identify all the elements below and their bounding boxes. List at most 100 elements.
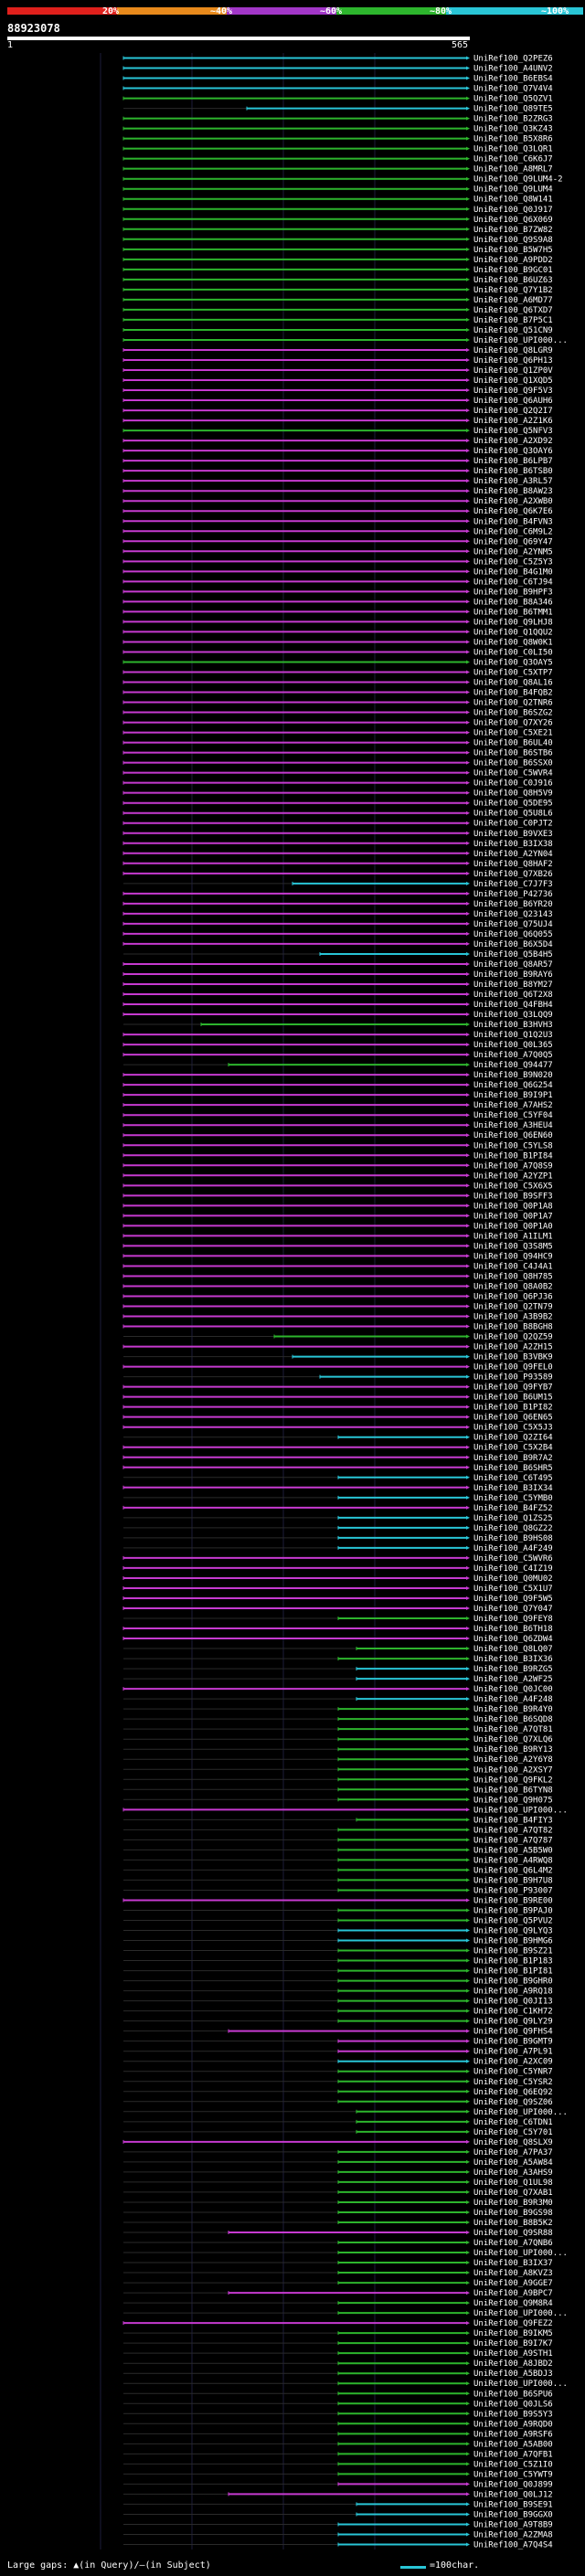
hit-label[interactable]: UniRef100_A3AHS9 [473, 2168, 553, 2178]
hit-label[interactable]: UniRef100_A7QNB6 [473, 2239, 553, 2248]
hit-label[interactable]: UniRef100_B4FQB2 [473, 689, 553, 698]
hit-label[interactable]: UniRef100_B5X8R6 [473, 135, 553, 144]
hit-label[interactable]: UniRef100_Q8W0K1 [473, 638, 553, 647]
hit-label[interactable]: UniRef100_B4FIY3 [473, 1816, 553, 1825]
hit-label[interactable]: UniRef100_Q94477 [473, 1061, 553, 1070]
hit-label[interactable]: UniRef100_P93007 [473, 1886, 553, 1895]
hit-label[interactable]: UniRef100_Q8GZ22 [473, 1524, 553, 1533]
hit-label[interactable]: UniRef100_B7ZW82 [473, 226, 553, 235]
hit-label[interactable]: UniRef100_A2XD92 [473, 437, 553, 446]
hit-label[interactable]: UniRef100_B6UZ63 [473, 276, 553, 285]
hit-label[interactable]: UniRef100_C4J4A1 [473, 1262, 553, 1271]
hit-label[interactable]: UniRef100_Q1ZS25 [473, 1514, 553, 1523]
hit-label[interactable]: UniRef100_B1PI82 [473, 1404, 553, 1413]
hit-label[interactable]: UniRef100_C5YSR2 [473, 2078, 553, 2087]
hit-label[interactable]: UniRef100_C5Y701 [473, 2128, 553, 2137]
hit-label[interactable]: UniRef100_A5AB00 [473, 2440, 553, 2449]
hit-label[interactable]: UniRef100_C5WVR6 [473, 1554, 553, 1564]
hit-label[interactable]: UniRef100_Q8A0B2 [473, 1282, 553, 1291]
hit-label[interactable]: UniRef100_C5YF04 [473, 1111, 553, 1120]
hit-label[interactable]: UniRef100_Q7XAB1 [473, 2189, 553, 2198]
hit-label[interactable]: UniRef100_A7Q0Q5 [473, 1051, 553, 1060]
hit-label[interactable]: UniRef100_Q1XQD5 [473, 376, 553, 386]
hit-label[interactable]: UniRef100_C5XE21 [473, 729, 553, 738]
hit-label[interactable]: UniRef100_B9R7A2 [473, 1454, 553, 1463]
hit-label[interactable]: UniRef100_B6TSB0 [473, 467, 553, 476]
hit-label[interactable]: UniRef100_Q8LQ07 [473, 1645, 553, 1654]
hit-label[interactable]: UniRef100_B9HPF3 [473, 588, 553, 597]
hit-label[interactable]: UniRef100_A2YN04 [473, 850, 553, 859]
hit-label[interactable]: UniRef100_Q7XY26 [473, 719, 553, 728]
hit-label[interactable]: UniRef100_B6UL40 [473, 739, 553, 748]
hit-label[interactable]: UniRef100_B3IX37 [473, 2259, 553, 2268]
hit-label[interactable]: UniRef100_A9RQ18 [473, 1988, 553, 1997]
hit-label[interactable]: UniRef100_A7Q787 [473, 1836, 553, 1845]
hit-label[interactable]: UniRef100_Q0JLS6 [473, 2400, 553, 2409]
hit-label[interactable]: UniRef100_B9I7K7 [473, 2339, 553, 2348]
hit-label[interactable]: UniRef100_C0LI50 [473, 648, 553, 657]
hit-label[interactable]: UniRef100_Q6TXD7 [473, 306, 553, 315]
hit-label[interactable]: UniRef100_Q5QZV1 [473, 95, 553, 104]
hit-label[interactable]: UniRef100_B8A346 [473, 598, 553, 607]
hit-label[interactable]: UniRef100_Q8SLX9 [473, 2138, 553, 2147]
hit-label[interactable]: UniRef100_B4FZ52 [473, 1504, 553, 1513]
hit-label[interactable]: UniRef100_A3RL57 [473, 477, 553, 486]
hit-label[interactable]: UniRef100_A2ZH15 [473, 1343, 553, 1352]
hit-label[interactable]: UniRef100_Q8W141 [473, 196, 553, 205]
hit-label[interactable]: UniRef100_A7QFB1 [473, 2450, 553, 2459]
hit-label[interactable]: UniRef100_Q9LHJ8 [473, 618, 553, 627]
hit-label[interactable]: UniRef100_B9RY13 [473, 1745, 553, 1754]
hit-label[interactable]: UniRef100_A2Y6Y8 [473, 1755, 553, 1765]
hit-label[interactable]: UniRef100_A7QT82 [473, 1826, 553, 1835]
hit-label[interactable]: UniRef100_A7QT81 [473, 1725, 553, 1734]
hit-label[interactable]: UniRef100_Q9FHS4 [473, 2028, 553, 2037]
hit-label[interactable]: UniRef100_Q0P1A8 [473, 1202, 553, 1211]
hit-label[interactable]: UniRef100_B3HVH3 [473, 1021, 553, 1030]
hit-label[interactable]: UniRef100_Q9H075 [473, 1796, 553, 1805]
hit-label[interactable]: UniRef100_B9R3M0 [473, 2199, 553, 2208]
hit-label[interactable]: UniRef100_P42736 [473, 890, 553, 899]
hit-label[interactable]: UniRef100_Q69Y47 [473, 537, 553, 546]
hit-label[interactable]: UniRef100_A9RQD0 [473, 2420, 553, 2429]
hit-label[interactable]: UniRef100_A2WF25 [473, 1675, 553, 1684]
hit-label[interactable]: UniRef100_C6T495 [473, 1474, 553, 1483]
hit-label[interactable]: UniRef100_Q1QQU2 [473, 628, 553, 637]
hit-label[interactable]: UniRef100_Q8LGR9 [473, 346, 553, 355]
hit-label[interactable]: UniRef100_B6STB6 [473, 749, 553, 758]
hit-label[interactable]: UniRef100_Q9S9A8 [473, 236, 553, 245]
hit-label[interactable]: UniRef100_Q8AR57 [473, 960, 553, 970]
hit-label[interactable]: UniRef100_A9STH1 [473, 2349, 553, 2359]
hit-label[interactable]: UniRef100_Q2PEZ6 [473, 55, 553, 64]
hit-label[interactable]: UniRef100_B6TH18 [473, 1625, 553, 1634]
hit-label[interactable]: UniRef100_A5AW84 [473, 2158, 553, 2168]
hit-label[interactable]: UniRef100_A6MD77 [473, 296, 553, 305]
hit-label[interactable]: UniRef100_Q0P1A0 [473, 1222, 553, 1231]
hit-label[interactable]: UniRef100_C5X5J3 [473, 1424, 553, 1433]
hit-label[interactable]: UniRef100_C0J916 [473, 779, 553, 789]
hit-label[interactable]: UniRef100_B6TYN8 [473, 1786, 553, 1795]
hit-label[interactable]: UniRef100_Q1UL98 [473, 2178, 553, 2188]
hit-label[interactable]: UniRef100_C5Z1I0 [473, 2460, 553, 2469]
hit-label[interactable]: UniRef100_Q9FKL2 [473, 1776, 553, 1785]
hit-label[interactable]: UniRef100_B6SPU6 [473, 2390, 553, 2399]
hit-label[interactable]: UniRef100_C7J7F3 [473, 880, 553, 889]
hit-label[interactable]: UniRef100_B6UM15 [473, 1394, 553, 1403]
hit-label[interactable]: UniRef100_B8BGH8 [473, 1323, 553, 1332]
hit-label[interactable]: UniRef100_Q23143 [473, 910, 553, 919]
hit-label[interactable]: UniRef100_Q9F5V3 [473, 387, 553, 396]
hit-label[interactable]: UniRef100_B9SZ21 [473, 1947, 553, 1956]
hit-label[interactable]: UniRef100_Q3OAY5 [473, 658, 553, 667]
hit-label[interactable]: UniRef100_Q5NFV3 [473, 427, 553, 436]
hit-label[interactable]: UniRef100_B1PI84 [473, 1151, 553, 1161]
hit-label[interactable]: UniRef100_B6YR20 [473, 900, 553, 909]
hit-label[interactable]: UniRef100_Q9LYQ3 [473, 1927, 553, 1936]
hit-label[interactable]: UniRef100_B6TMM1 [473, 608, 553, 617]
hit-label[interactable]: UniRef100_A1ILM1 [473, 1232, 553, 1241]
hit-label[interactable]: UniRef100_C5YLS8 [473, 1141, 553, 1150]
hit-label[interactable]: UniRef100_B9GMT9 [473, 2038, 553, 2047]
hit-label[interactable]: UniRef100_P93589 [473, 1373, 553, 1383]
hit-label[interactable]: UniRef100_A8MRL7 [473, 165, 553, 175]
hit-label[interactable]: UniRef100_Q2QZ59 [473, 1333, 553, 1342]
hit-label[interactable]: UniRef100_A8JBD2 [473, 2359, 553, 2369]
hit-label[interactable]: UniRef100_Q6K7E6 [473, 507, 553, 516]
